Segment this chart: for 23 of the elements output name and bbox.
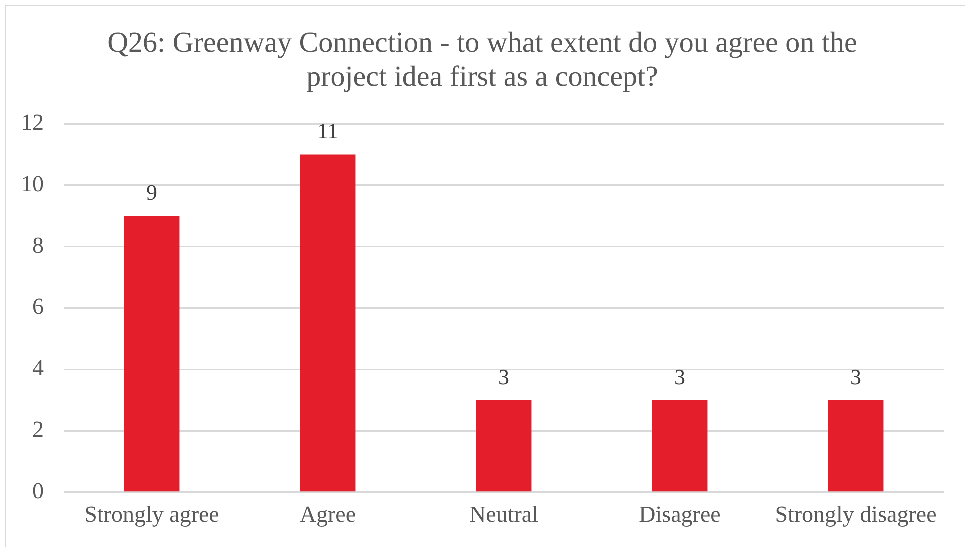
x-tick-label: Neutral	[470, 502, 538, 528]
y-tick-label: 6	[32, 294, 44, 320]
bar	[124, 216, 180, 492]
data-label: 11	[317, 118, 339, 144]
x-tick-label: Strongly agree	[84, 502, 220, 528]
data-label: 3	[674, 364, 686, 390]
y-tick-label: 12	[21, 110, 44, 136]
data-label: 3	[498, 364, 510, 390]
data-label: 3	[850, 364, 862, 390]
y-tick-label: 2	[32, 417, 44, 442]
bar	[300, 154, 356, 492]
chart-title: Q26: Greenway Connection - to what extent do you agree on the project idea first as a concept?	[106, 26, 858, 94]
bar	[476, 400, 532, 492]
y-tick-label: 4	[32, 356, 44, 381]
x-tick-label: Strongly disagree	[775, 502, 937, 528]
bar	[828, 400, 884, 492]
bar	[652, 400, 708, 492]
x-tick-label: Disagree	[639, 502, 721, 528]
y-tick-label: 0	[32, 478, 44, 504]
y-tick-label: 10	[21, 171, 44, 196]
data-label: 9	[146, 180, 158, 206]
y-tick-label: 8	[32, 232, 44, 258]
x-tick-label: Agree	[300, 502, 356, 528]
